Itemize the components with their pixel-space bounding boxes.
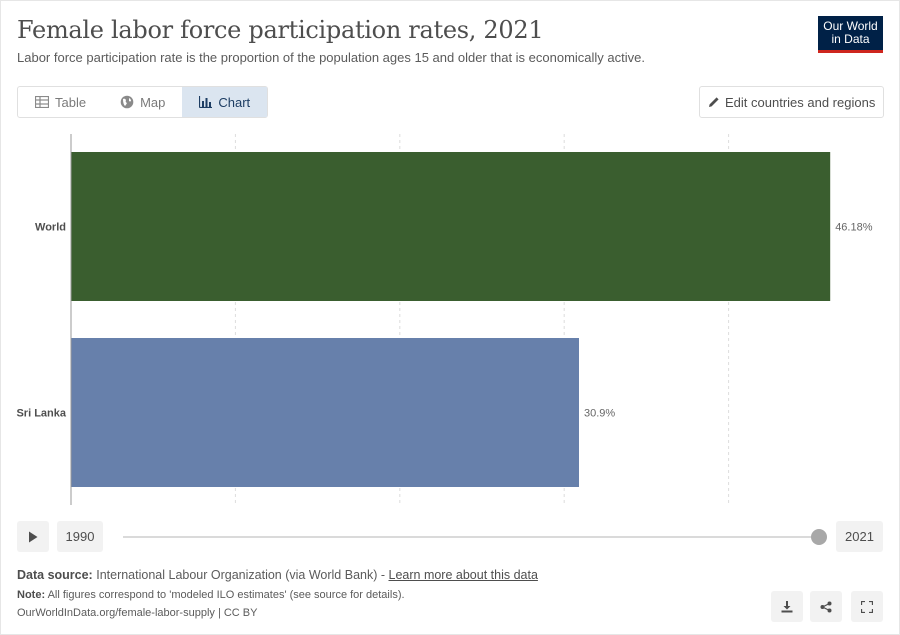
chart-subtitle: Labor force participation rate is the pr… <box>17 50 645 65</box>
fullscreen-icon <box>861 600 873 613</box>
timeline-handle[interactable] <box>811 529 827 545</box>
table-icon <box>35 96 49 108</box>
category-label: World <box>35 222 66 234</box>
bar-world[interactable] <box>71 152 831 301</box>
bars: World 46.18% Sri Lanka 30.9% <box>16 152 873 487</box>
tab-map[interactable]: Map <box>103 87 182 117</box>
chart-title: Female labor force participation rates, … <box>17 16 544 44</box>
logo-line-2: in Data <box>831 32 870 46</box>
bar-chart-icon <box>199 96 213 108</box>
learn-more-link[interactable]: Learn more about this data <box>388 568 538 582</box>
timeline-start-year[interactable]: 1990 <box>57 521 103 552</box>
note-text: All figures correspond to 'modeled ILO e… <box>47 589 405 601</box>
tab-map-label: Map <box>140 94 166 110</box>
play-icon <box>29 531 38 542</box>
value-label: 30.9% <box>584 408 615 420</box>
category-label: Sri Lanka <box>16 408 66 420</box>
source-label: Data source: <box>17 568 93 582</box>
share-icon <box>820 601 832 612</box>
logo-line-1: Our World <box>823 19 878 33</box>
data-source: Data source: International Labour Organi… <box>17 568 538 582</box>
play-button[interactable] <box>17 521 49 552</box>
edit-countries-label: Edit countries and regions <box>725 94 876 110</box>
download-button[interactable] <box>771 591 803 622</box>
timeline: 1990 2021 <box>17 521 883 553</box>
note-label: Note: <box>17 589 46 601</box>
owid-logo[interactable]: Our World in Data <box>818 16 883 53</box>
source-text: International Labour Organization (via W… <box>96 568 389 582</box>
tab-table-label: Table <box>55 94 87 110</box>
tab-chart[interactable]: Chart <box>182 87 268 117</box>
value-label: 46.18% <box>835 222 873 234</box>
globe-icon <box>120 95 134 109</box>
fullscreen-button[interactable] <box>851 591 883 622</box>
view-tabs: Table Map Chart <box>17 86 269 118</box>
tab-chart-label: Chart <box>218 94 251 110</box>
share-button[interactable] <box>810 591 842 622</box>
download-icon <box>781 600 793 612</box>
bar-chart: World 46.18% Sri Lanka 30.9% <box>16 134 873 505</box>
pencil-icon <box>709 97 719 107</box>
note: Note: All figures correspond to 'modeled… <box>17 589 405 601</box>
edit-countries-button[interactable]: Edit countries and regions <box>699 86 885 118</box>
source-url: OurWorldInData.org/female-labor-supply |… <box>17 607 258 619</box>
timeline-end-year[interactable]: 2021 <box>836 521 883 552</box>
bar-sri-lanka[interactable] <box>71 338 579 487</box>
tab-table[interactable]: Table <box>18 87 103 117</box>
timeline-track[interactable] <box>123 536 819 538</box>
